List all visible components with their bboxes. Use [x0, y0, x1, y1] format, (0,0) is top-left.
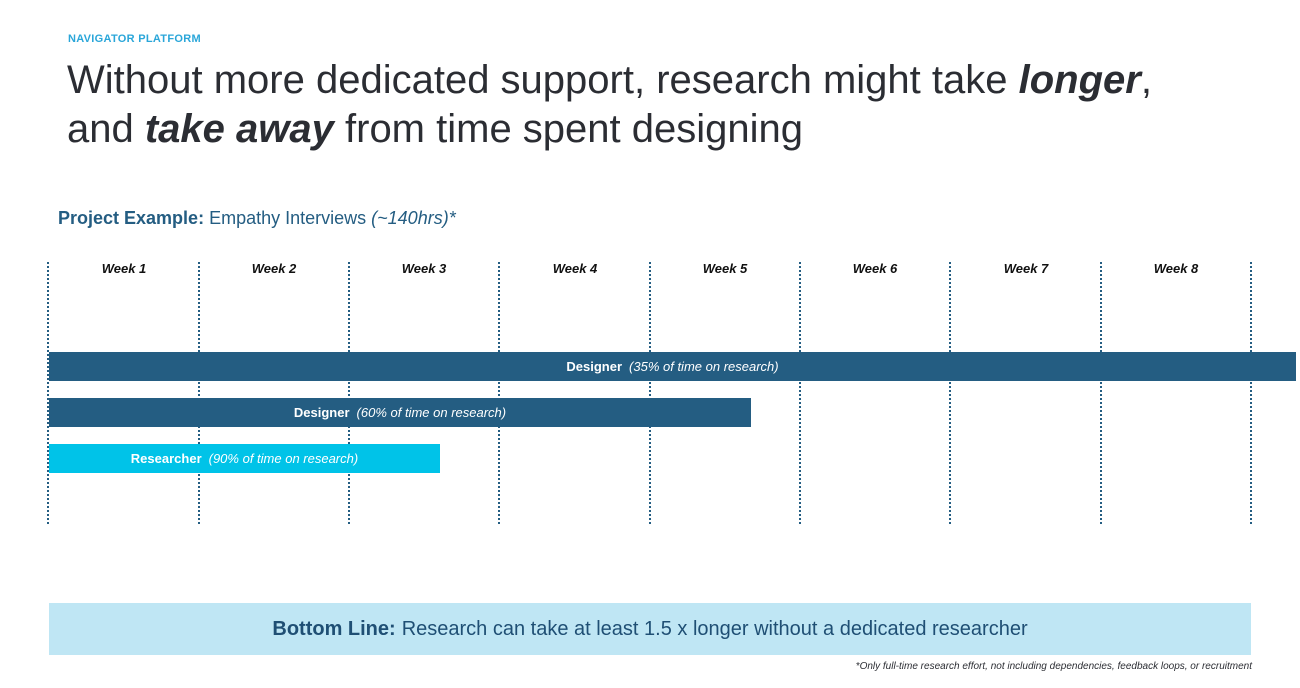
bar-role: Researcher — [130, 451, 202, 466]
week-divider — [198, 262, 200, 524]
timeline-bar-researcher-90: Researcher (90% of time on research) — [49, 444, 440, 473]
headline-text: from time spent designing — [333, 107, 804, 151]
week-divider — [47, 262, 49, 524]
project-example: Project Example: Empathy Interviews (~14… — [58, 208, 456, 229]
timeline-bar-designer-60: Designer (60% of time on research) — [49, 398, 751, 427]
bar-role: Designer — [293, 405, 350, 420]
project-name: Empathy Interviews — [209, 208, 367, 228]
week-label: Week 7 — [1003, 261, 1049, 276]
week-label: Week 6 — [852, 261, 898, 276]
week-label: Week 2 — [251, 261, 297, 276]
bar-percent: (90% of time on research) — [208, 451, 359, 466]
footnote: *Only full-time research effort, not inc… — [855, 661, 1252, 672]
project-example-label: Project Example: — [58, 208, 205, 228]
bar-percent: (60% of time on research) — [356, 405, 507, 420]
eyebrow-label: NAVIGATOR PLATFORM — [68, 33, 201, 45]
headline-text: Without more dedicated support, research… — [67, 58, 1019, 102]
project-hours-note: (~140hrs)* — [371, 208, 456, 228]
week-divider — [1100, 262, 1102, 524]
week-label: Week 3 — [401, 261, 447, 276]
week-divider — [498, 262, 500, 524]
week-divider — [799, 262, 801, 524]
week-divider — [1250, 262, 1252, 524]
bottom-line-callout: Bottom Line: Research can take at least … — [49, 603, 1251, 655]
week-label: Week 5 — [702, 261, 748, 276]
timeline-bar-designer-35: Designer (35% of time on research) — [49, 352, 1296, 381]
week-divider — [348, 262, 350, 524]
week-label: Week 8 — [1153, 261, 1199, 276]
bar-percent: (35% of time on research) — [629, 359, 779, 374]
bar-role: Designer — [566, 359, 623, 374]
week-label: Week 1 — [101, 261, 147, 276]
headline-emphasis-longer: longer — [1018, 58, 1141, 102]
bottom-line-text: Research can take at least 1.5 x longer … — [401, 617, 1028, 640]
week-divider — [649, 262, 651, 524]
page-title: Without more dedicated support, research… — [67, 56, 1267, 154]
headline-text: , — [1140, 58, 1152, 102]
headline-text: and — [67, 107, 145, 151]
bottom-line-label: Bottom Line: — [272, 617, 396, 640]
week-divider — [949, 262, 951, 524]
headline-emphasis-take-away: take away — [144, 107, 334, 151]
week-label: Week 4 — [552, 261, 598, 276]
